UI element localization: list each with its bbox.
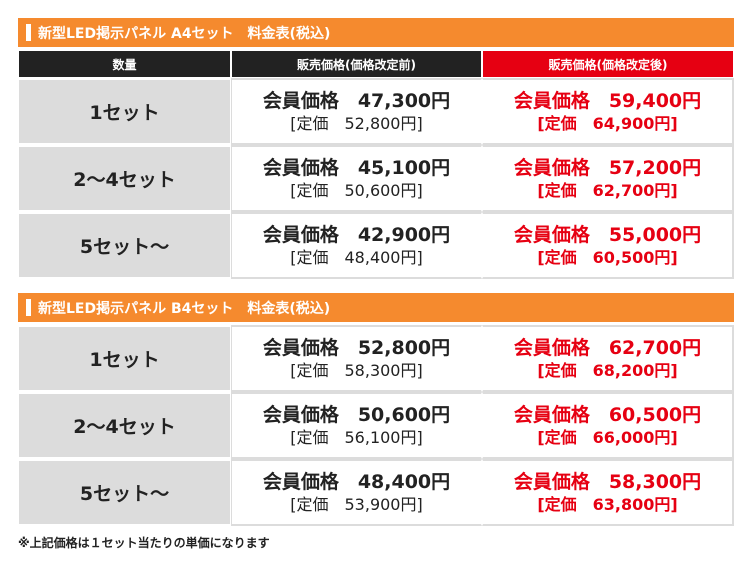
price-before-cell: 会員価格 48,400円 [定価 53,900円] <box>231 459 482 526</box>
quantity-cell: 1セット <box>18 78 231 145</box>
list-price: [定価 58,300円] <box>290 360 423 380</box>
price-section-b4: 新型LED掲示パネル B4セット 料金表(税込) 1セット 会員価格 52,80… <box>18 293 734 526</box>
list-price: [定価 64,900円] <box>537 113 678 133</box>
list-price: [定価 56,100円] <box>290 427 423 447</box>
banner-bar-marker <box>26 299 31 316</box>
table-row: 1セット 会員価格 47,300円 [定価 52,800円] 会員価格 59,4… <box>18 78 734 145</box>
section-title: 新型LED掲示パネル B4セット 料金表(税込) <box>38 300 331 317</box>
price-section-a4: 新型LED掲示パネル A4セット 料金表(税込) 数量 販売価格(価格改定前) … <box>18 18 734 279</box>
table-header-row: 数量 販売価格(価格改定前) 販売価格(価格改定後) <box>18 50 734 78</box>
price-after-cell: 会員価格 57,200円 [定価 62,700円] <box>482 145 734 212</box>
price-before-cell: 会員価格 42,900円 [定価 48,400円] <box>231 212 482 279</box>
table-row: 2～4セット 会員価格 50,600円 [定価 56,100円] 会員価格 60… <box>18 392 734 459</box>
member-price: 会員価格 47,300円 <box>262 89 451 112</box>
quantity-cell: 2～4セット <box>18 145 231 212</box>
member-price: 会員価格 62,700円 <box>513 336 702 359</box>
header-price-before: 販売価格(価格改定前) <box>231 50 482 78</box>
section-title-banner: 新型LED掲示パネル B4セット 料金表(税込) <box>18 293 734 322</box>
table-row: 2～4セット 会員価格 45,100円 [定価 50,600円] 会員価格 57… <box>18 145 734 212</box>
list-price: [定価 63,800円] <box>537 494 678 514</box>
section-title: 新型LED掲示パネル A4セット 料金表(税込) <box>38 25 331 42</box>
list-price: [定価 60,500円] <box>537 247 678 267</box>
price-after-cell: 会員価格 55,000円 [定価 60,500円] <box>482 212 734 279</box>
price-before-cell: 会員価格 47,300円 [定価 52,800円] <box>231 78 482 145</box>
quantity-cell: 5セット～ <box>18 212 231 279</box>
banner-bar-marker <box>26 24 31 41</box>
price-before-cell: 会員価格 50,600円 [定価 56,100円] <box>231 392 482 459</box>
member-price: 会員価格 48,400円 <box>262 470 451 493</box>
price-table: 数量 販売価格(価格改定前) 販売価格(価格改定後) 1セット 会員価格 47,… <box>18 50 734 279</box>
price-after-cell: 会員価格 60,500円 [定価 66,000円] <box>482 392 734 459</box>
price-after-cell: 会員価格 58,300円 [定価 63,800円] <box>482 459 734 526</box>
member-price: 会員価格 50,600円 <box>262 403 451 426</box>
header-price-after: 販売価格(価格改定後) <box>482 50 734 78</box>
header-quantity: 数量 <box>18 50 231 78</box>
member-price: 会員価格 42,900円 <box>262 223 451 246</box>
list-price: [定価 68,200円] <box>537 360 678 380</box>
member-price: 会員価格 59,400円 <box>513 89 702 112</box>
quantity-cell: 2～4セット <box>18 392 231 459</box>
member-price: 会員価格 45,100円 <box>262 156 451 179</box>
list-price: [定価 52,800円] <box>290 113 423 133</box>
quantity-cell: 5セット～ <box>18 459 231 526</box>
section-title-banner: 新型LED掲示パネル A4セット 料金表(税込) <box>18 18 734 47</box>
price-after-cell: 会員価格 62,700円 [定価 68,200円] <box>482 325 734 392</box>
table-row: 5セット～ 会員価格 42,900円 [定価 48,400円] 会員価格 55,… <box>18 212 734 279</box>
table-row: 5セット～ 会員価格 48,400円 [定価 53,900円] 会員価格 58,… <box>18 459 734 526</box>
quantity-cell: 1セット <box>18 325 231 392</box>
member-price: 会員価格 55,000円 <box>513 223 702 246</box>
list-price: [定価 53,900円] <box>290 494 423 514</box>
footnote: ※上記価格は１セット当たりの単価になります <box>18 536 270 550</box>
member-price: 会員価格 57,200円 <box>513 156 702 179</box>
member-price: 会員価格 60,500円 <box>513 403 702 426</box>
price-table: 1セット 会員価格 52,800円 [定価 58,300円] 会員価格 62,7… <box>18 325 734 526</box>
list-price: [定価 50,600円] <box>290 180 423 200</box>
member-price: 会員価格 58,300円 <box>513 470 702 493</box>
list-price: [定価 62,700円] <box>537 180 678 200</box>
table-row: 1セット 会員価格 52,800円 [定価 58,300円] 会員価格 62,7… <box>18 325 734 392</box>
list-price: [定価 66,000円] <box>537 427 678 447</box>
price-before-cell: 会員価格 52,800円 [定価 58,300円] <box>231 325 482 392</box>
price-before-cell: 会員価格 45,100円 [定価 50,600円] <box>231 145 482 212</box>
list-price: [定価 48,400円] <box>290 247 423 267</box>
member-price: 会員価格 52,800円 <box>262 336 451 359</box>
price-after-cell: 会員価格 59,400円 [定価 64,900円] <box>482 78 734 145</box>
